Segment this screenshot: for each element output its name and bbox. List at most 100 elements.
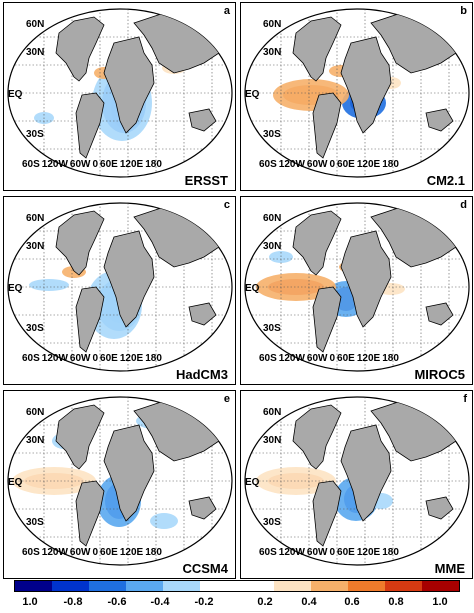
lon-label: 180 xyxy=(382,159,399,170)
lon-label: 60W xyxy=(306,159,328,170)
map-graphic xyxy=(7,396,233,566)
map-panel-c: c HadCM3 60N 30N EQ 30S 60S 120W 60W 0 60E 120E 180 xyxy=(3,196,236,385)
lon-label: 0 xyxy=(92,159,99,170)
lon-label: 60W xyxy=(69,159,91,170)
lon-label: 60S xyxy=(259,547,277,558)
lon-label: 60W xyxy=(306,353,328,364)
colorbar-ticks: 1.0 -0.8 -0.6 -0.4 -0.2 0.2 0.4 0.6 0.8 1.0 xyxy=(0,596,474,612)
lat-label: 30N xyxy=(26,241,45,252)
colorbar-segment xyxy=(348,581,385,591)
colorbar-tick-label: 0.4 xyxy=(301,596,317,608)
lon-label: 120E xyxy=(356,547,381,558)
lon-label: 0 xyxy=(329,353,336,364)
map-graphic xyxy=(244,8,470,178)
colorbar-tick-label: 0.2 xyxy=(257,596,273,608)
lon-label: 60E xyxy=(100,547,118,558)
lon-label: 60S xyxy=(22,547,40,558)
lon-label: 120E xyxy=(119,547,144,558)
colorbar-tick-label: 0.8 xyxy=(388,596,404,608)
colorbar-segment xyxy=(15,581,52,591)
colorbar-tick-label: -0.6 xyxy=(107,596,127,608)
colorbar-segment xyxy=(237,581,274,591)
map-panel-a: a ERSST 60N 30N EQ 30S 60S 120W 60W 0 60E 120E 180 xyxy=(3,2,236,191)
model-name: CCSM4 xyxy=(180,561,230,576)
lat-label: 30S xyxy=(263,129,281,140)
map-graphic xyxy=(244,396,470,566)
lon-labels: 60S 120W 60W 0 60E 120E 180 xyxy=(22,547,164,558)
map-graphic xyxy=(244,202,470,372)
map-panel-f: f MME 60N 30N EQ 30S 60S 120W 60W 0 60E 120E 180 xyxy=(240,390,473,579)
lon-label: 0 xyxy=(329,159,336,170)
colorbar-segment xyxy=(126,581,163,591)
lat-label: EQ xyxy=(245,283,260,294)
colorbar-tick-label: 0.6 xyxy=(344,596,360,608)
lon-label: 60S xyxy=(22,353,40,364)
lon-label: 120E xyxy=(119,353,144,364)
lon-label: 60W xyxy=(69,547,91,558)
colorbar-segment xyxy=(89,581,126,591)
lat-label: 60N xyxy=(26,19,45,30)
lon-label: 60W xyxy=(69,353,91,364)
colorbar-tick-label: -0.8 xyxy=(63,596,83,608)
panel-letter: b xyxy=(460,5,467,17)
lon-label: 60E xyxy=(100,159,118,170)
lon-label: 60S xyxy=(22,159,40,170)
colorbar-segment xyxy=(422,581,459,591)
colorbar-segment xyxy=(274,581,311,591)
lat-label: 60N xyxy=(26,213,45,224)
lat-label: 30N xyxy=(263,241,282,252)
colorbar-tick-label: -0.4 xyxy=(150,596,170,608)
lon-labels: 60S 120W 60W 0 60E 120E 180 xyxy=(22,159,164,170)
lat-label: 30S xyxy=(26,517,44,528)
model-name: ERSST xyxy=(182,173,230,188)
panel-letter: c xyxy=(223,199,230,211)
panel-letter: f xyxy=(463,393,467,405)
lon-label: 180 xyxy=(145,547,162,558)
lon-label: 60S xyxy=(259,353,277,364)
map-panel-d: d MIROC5 60N 30N EQ 30S 60S 120W 60W 0 60E 120E 180 xyxy=(240,196,473,385)
colorbar-segment xyxy=(200,581,237,591)
model-name: MIROC5 xyxy=(412,367,467,382)
lat-label: 60N xyxy=(263,407,282,418)
lon-label: 60E xyxy=(337,353,355,364)
lon-label: 180 xyxy=(382,547,399,558)
colorbar-segment xyxy=(385,581,422,591)
lon-label: 120E xyxy=(119,159,144,170)
lon-label: 0 xyxy=(329,547,336,558)
lon-labels: 60S 120W 60W 0 60E 120E 180 xyxy=(22,353,164,364)
lon-label: 60E xyxy=(100,353,118,364)
lat-label: 30N xyxy=(263,47,282,58)
panel-letter: a xyxy=(223,5,230,17)
lon-label: 0 xyxy=(92,353,99,364)
lat-label: EQ xyxy=(8,477,23,488)
lat-label: EQ xyxy=(245,89,260,100)
model-name: HadCM3 xyxy=(173,367,230,382)
map-panel-e: e CCSM4 60N 30N EQ 30S 60S 120W 60W 0 60E 120E 180 xyxy=(3,390,236,579)
colorbar-segment xyxy=(311,581,348,591)
colorbar-tick-label: -0.2 xyxy=(194,596,214,608)
lon-labels: 60S 120W 60W 0 60E 120E 180 xyxy=(259,353,401,364)
lon-label: 120W xyxy=(278,547,305,558)
panel-letter: e xyxy=(223,393,230,405)
lat-label: 60N xyxy=(263,19,282,30)
lon-labels: 60S 120W 60W 0 60E 120E 180 xyxy=(259,159,401,170)
lon-label: 120W xyxy=(41,547,68,558)
lon-label: 120W xyxy=(278,159,305,170)
lon-label: 120W xyxy=(41,159,68,170)
lat-label: 30N xyxy=(26,435,45,446)
lat-label: 30S xyxy=(26,129,44,140)
lon-label: 180 xyxy=(145,353,162,364)
lat-label: 60N xyxy=(26,407,45,418)
lat-label: 30N xyxy=(26,47,45,58)
lon-label: 60S xyxy=(259,159,277,170)
lon-label: 120W xyxy=(41,353,68,364)
colorbar-segment xyxy=(52,581,89,591)
lon-labels: 60S 120W 60W 0 60E 120E 180 xyxy=(259,547,401,558)
lon-label: 60E xyxy=(337,159,355,170)
lat-label: 30S xyxy=(263,323,281,334)
colorbar xyxy=(14,580,460,592)
colorbar-segment xyxy=(163,581,200,591)
lon-label: 120W xyxy=(278,353,305,364)
lat-label: EQ xyxy=(245,477,260,488)
lat-label: 60N xyxy=(263,213,282,224)
